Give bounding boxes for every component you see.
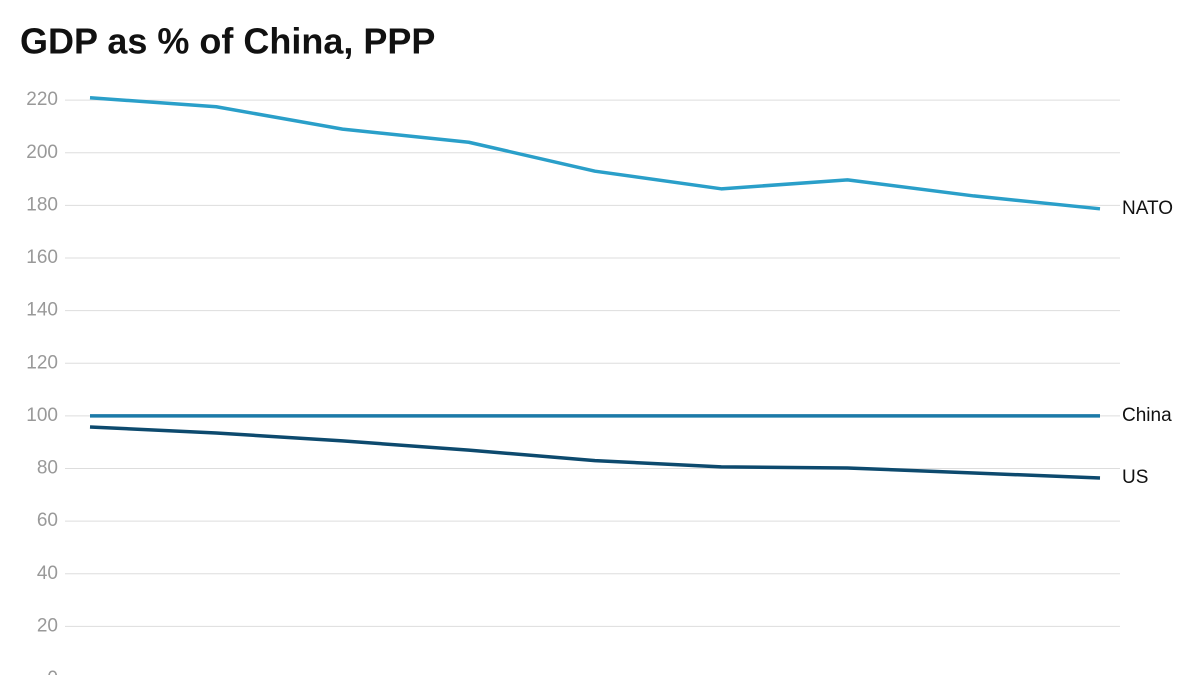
series-line	[89, 425, 1101, 480]
series-label: China	[1122, 405, 1172, 426]
y-tick-label: 180	[26, 194, 58, 215]
series-label: NATO	[1122, 198, 1173, 219]
series-label: US	[1122, 467, 1148, 488]
y-tick-label: 220	[26, 89, 58, 110]
chart-title: GDP as % of China, PPP	[20, 21, 435, 62]
y-tick-label: 40	[37, 563, 58, 584]
series-line	[89, 96, 1101, 211]
y-tick-label: 200	[26, 142, 58, 163]
y-tick-label: 100	[26, 405, 58, 426]
y-tick-label: 160	[26, 247, 58, 268]
y-tick-label: 20	[37, 615, 58, 636]
y-tick-label: 60	[37, 510, 58, 531]
y-tick-label: 140	[26, 300, 58, 321]
y-tick-label: 120	[26, 352, 58, 373]
y-tick-label: 0	[47, 668, 58, 675]
y-tick-label: 80	[37, 458, 58, 479]
